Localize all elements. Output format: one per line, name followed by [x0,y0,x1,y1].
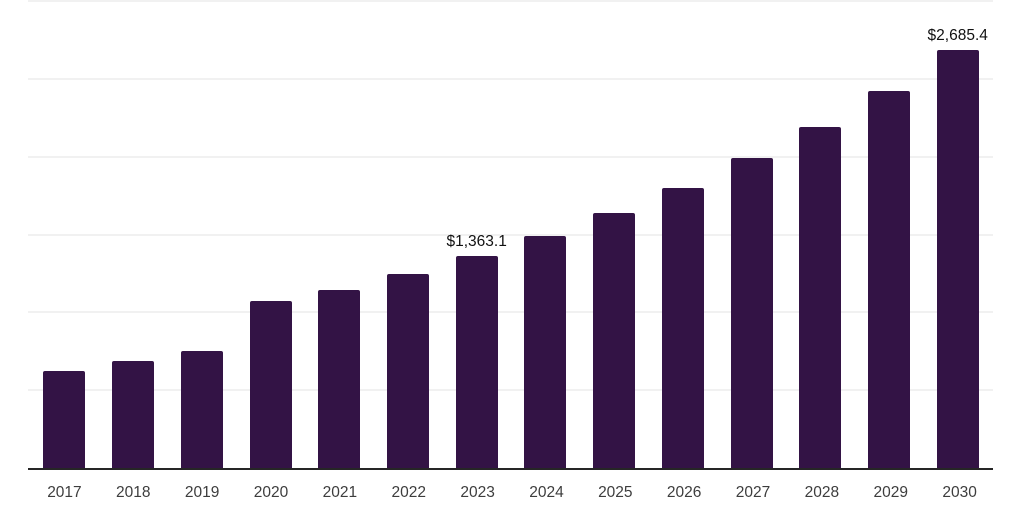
x-tick-2017: 2017 [47,484,82,501]
x-tick-2023: 2023 [460,484,495,501]
bar-2019 [180,350,223,468]
bar-slot-2023: $1,363.1 [442,1,511,468]
x-tick-2024: 2024 [529,484,564,501]
bar-2026 [661,188,704,468]
x-tick-2020: 2020 [253,484,289,501]
bar-value-label-2030: $2,685.4 [927,26,988,44]
bar-2030 [936,49,979,468]
bar-2021 [318,289,361,468]
bar-2017 [43,370,86,468]
gridline-2500 [28,77,993,80]
bar-slot-2026 [648,1,717,468]
gridline-2000 [28,155,993,158]
bar-slot-2018 [99,1,168,468]
bar-slot-2029 [855,1,924,468]
bar-slot-2021 [305,1,374,468]
x-tick-2021: 2021 [322,484,358,501]
x-tick-2018: 2018 [116,484,151,501]
x-tick-2029: 2029 [873,484,908,501]
gridline-1500 [28,233,993,236]
gridline-1000 [28,311,993,314]
bar-slot-2027 [717,1,786,468]
bar-slot-2020 [236,1,305,468]
bar-2029 [867,90,910,468]
bar-slot-2017 [30,1,99,468]
bar-slot-2030: $2,685.4 [923,1,992,468]
bar-value-label-2023: $1,363.1 [446,232,507,250]
x-tick-2025: 2025 [598,484,633,501]
gridline-500 [28,389,993,392]
bar-2023 [455,255,498,468]
plot-area: $1,363.1 $2,685.4 [28,0,993,470]
bar-2018 [112,360,155,468]
x-tick-2026: 2026 [666,484,702,501]
bar-slot-2022 [374,1,443,468]
bar-slot-2019 [167,1,236,468]
bar-2024 [524,236,567,468]
x-axis: 2017 2018 2019 2020 2021 2022 2023 2024 2025 2026… [30,484,994,502]
x-tick-2028: 2028 [804,484,840,501]
bar-slot-2028 [786,1,855,468]
bar-2028 [799,127,842,468]
bar-2027 [730,157,773,468]
bar-2025 [593,212,636,468]
bar-2022 [386,273,429,468]
x-tick-2030: 2030 [942,484,977,501]
gridline-3000 [28,0,993,2]
bar-slot-2025 [580,1,649,468]
x-tick-2019: 2019 [184,484,220,501]
bars-container: $1,363.1 $2,685.4 [30,1,992,468]
x-tick-2022: 2022 [391,484,426,501]
bar-2020 [249,301,292,468]
x-tick-2027: 2027 [735,484,771,501]
bar-slot-2024 [511,1,580,468]
